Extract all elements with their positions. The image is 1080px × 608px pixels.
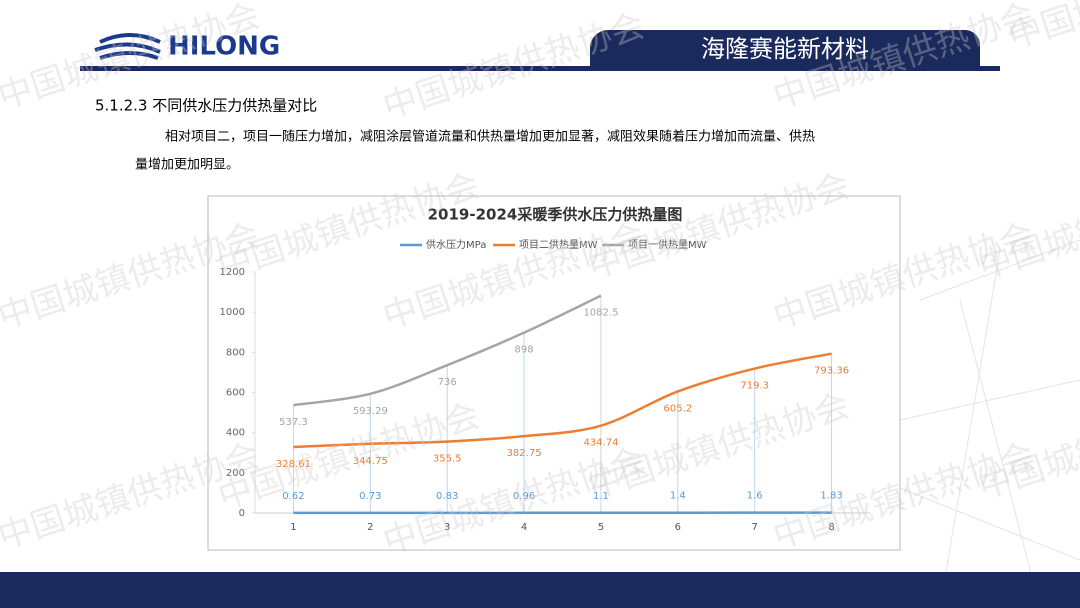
data-label: 1.4 [670, 491, 686, 502]
x-tick-label: 7 [752, 522, 758, 533]
x-tick-label: 3 [444, 522, 450, 533]
data-label: 898 [515, 345, 534, 356]
legend-label: 项目一供热量MW [628, 238, 707, 251]
logo-icon [94, 33, 161, 60]
data-label: 1082.5 [583, 308, 618, 319]
brand: 海隆赛能新材料 [701, 35, 869, 63]
data-label: 0.96 [513, 491, 535, 502]
y-tick-label: 200 [226, 468, 245, 479]
footer-band [0, 572, 1080, 608]
y-tick-label: 400 [226, 428, 245, 439]
data-label: 434.74 [583, 438, 618, 449]
section-heading: 5.1.2.3 不同供水压力供热量对比 [95, 97, 317, 115]
y-tick-label: 1000 [220, 307, 245, 318]
y-tick-label: 600 [226, 388, 245, 399]
data-label: 0.83 [436, 491, 458, 502]
data-label: 0.73 [359, 491, 381, 502]
y-tick-label: 0 [239, 508, 245, 519]
brand-banner [590, 30, 980, 70]
data-label: 593.29 [353, 406, 388, 417]
paragraph-line: 相对项目二，项目一随压力增加，减阻涂层管道流量和供热量增加更加显著，减阻效果随着… [165, 129, 815, 145]
x-tick-label: 1 [290, 522, 296, 533]
legend-label: 供水压力MPa [426, 238, 486, 251]
paragraph-line: 量增加更加明显。 [135, 158, 239, 173]
y-tick-label: 1200 [220, 267, 245, 278]
chart-title: 2019-2024采暖季供水压力供热量图 [428, 206, 683, 224]
bg-triangles [879, 239, 1080, 608]
data-label: 344.75 [353, 456, 388, 467]
y-tick-label: 800 [226, 347, 245, 358]
data-label: 605.2 [663, 403, 692, 414]
data-label: 328.61 [276, 459, 311, 470]
data-label: 1.83 [820, 491, 842, 502]
x-tick-label: 4 [521, 522, 527, 533]
data-label: 355.5 [433, 454, 462, 465]
data-label: 1.6 [747, 491, 763, 502]
x-tick-label: 8 [828, 522, 834, 533]
chart-frame [207, 195, 901, 551]
series-line [293, 294, 602, 407]
logo: HILONG [168, 32, 280, 62]
series-line [293, 352, 832, 449]
data-label: 0.62 [282, 491, 304, 502]
x-tick-label: 5 [598, 522, 604, 533]
data-label: 719.3 [740, 381, 769, 392]
x-tick-label: 6 [675, 522, 681, 533]
x-tick-label: 2 [367, 522, 373, 533]
data-label: 382.75 [507, 448, 542, 459]
data-label: 793.36 [814, 366, 849, 377]
legend-label: 项目二供热量MW [519, 238, 598, 251]
data-label: 537.3 [279, 417, 308, 428]
data-label: 736 [438, 377, 457, 388]
header-rule [80, 66, 1000, 71]
data-label: 1.1 [593, 491, 609, 502]
